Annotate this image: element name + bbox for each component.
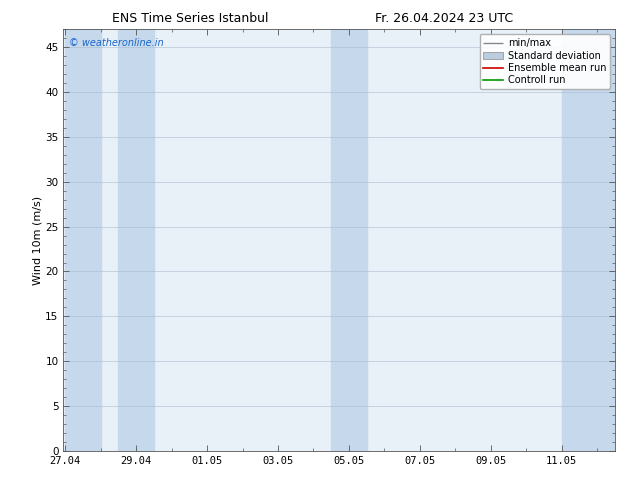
Y-axis label: Wind 10m (m/s): Wind 10m (m/s): [32, 196, 42, 285]
Legend: min/max, Standard deviation, Ensemble mean run, Controll run: min/max, Standard deviation, Ensemble me…: [479, 34, 610, 89]
Text: © weatheronline.in: © weatheronline.in: [69, 38, 164, 48]
Text: ENS Time Series Istanbul: ENS Time Series Istanbul: [112, 12, 268, 25]
Text: Fr. 26.04.2024 23 UTC: Fr. 26.04.2024 23 UTC: [375, 12, 513, 25]
Bar: [119, 29, 154, 451]
Bar: [562, 29, 615, 451]
Bar: [65, 29, 101, 451]
Bar: [331, 29, 366, 451]
